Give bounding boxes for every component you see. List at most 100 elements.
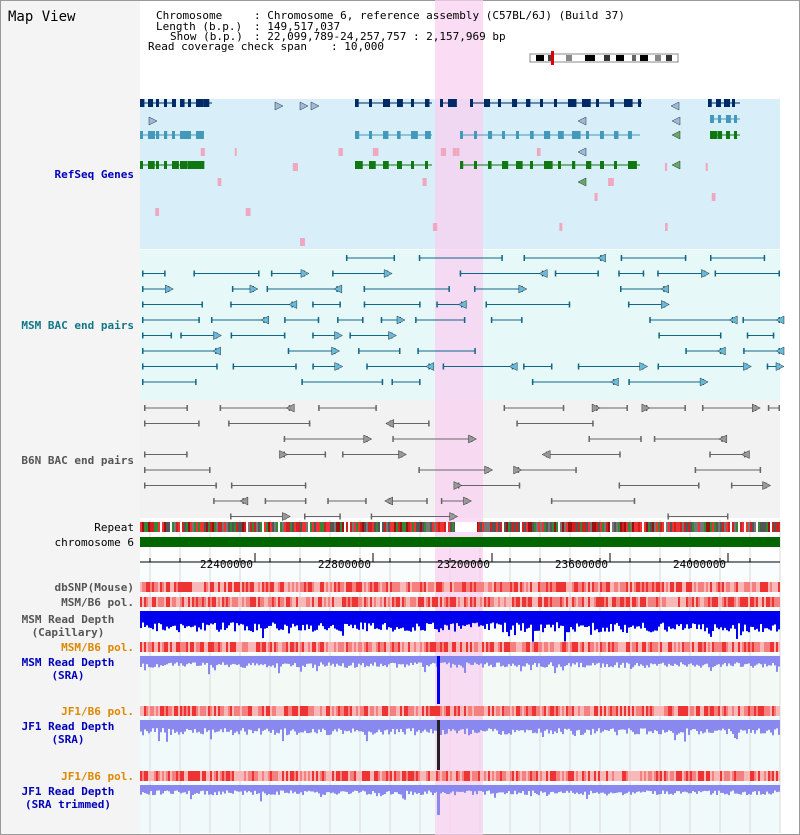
- track-label-jf1-b6-pol-2[interactable]: JF1/B6 pol.: [61, 770, 134, 783]
- msm-b6-pol-strip: [458, 597, 460, 607]
- msm-b6-pol-strip: [472, 597, 474, 607]
- track-label-msm-b6-pol-1[interactable]: MSM/B6 pol.: [61, 596, 134, 609]
- track-label-jf1-b6-pol-1[interactable]: JF1/B6 pol.: [61, 705, 134, 718]
- jf1-b6-pol-strip: [540, 771, 542, 781]
- msm-b6-pol-strip: [376, 642, 378, 652]
- dbsnp-strip: [302, 582, 304, 592]
- msm-depth-capillary-bar: [662, 611, 664, 623]
- jf1-depth-trimmed-bar: [764, 785, 766, 795]
- repeat-block: [500, 522, 502, 532]
- dbsnp-strip: [594, 582, 596, 592]
- msm-b6-pol-strip: [150, 642, 152, 652]
- msm-depth-capillary-bar: [748, 611, 750, 633]
- msm-bac-end: [363, 286, 366, 292]
- jf1-b6-pol-strip: [248, 706, 250, 716]
- dbsnp-strip: [690, 582, 692, 592]
- msm-b6-pol-strip: [576, 642, 578, 652]
- track-label-msm-b6-pol-2[interactable]: MSM/B6 pol.: [61, 641, 134, 654]
- dbsnp-strip: [294, 582, 296, 592]
- jf1-depth-sra-bar: [640, 720, 642, 729]
- msm-b6-pol-strip: [476, 642, 478, 652]
- jf1-b6-pol-strip: [410, 771, 412, 781]
- msm-b6-pol-strip: [718, 597, 720, 607]
- jf1-depth-trimmed-bar: [394, 785, 396, 793]
- jf1-depth-trimmed-bar: [516, 785, 518, 795]
- jf1-b6-pol-strip: [448, 771, 450, 781]
- track-label-jf1-depth-trimmed[interactable]: JF1 Read Depth (SRA trimmed): [21, 785, 115, 811]
- jf1-depth-trimmed-bar: [446, 785, 448, 795]
- msm-b6-pol-strip: [476, 597, 478, 607]
- dbsnp-strip: [284, 582, 286, 592]
- repeat-block: [374, 522, 376, 532]
- jf1-b6-pol-strip: [616, 706, 618, 716]
- dbsnp-strip: [694, 582, 696, 592]
- msm-b6-pol-strip: [160, 642, 162, 652]
- track-label-b6n-bac[interactable]: B6N BAC end pairs: [21, 454, 134, 467]
- jf1-b6-pol-strip: [690, 706, 692, 716]
- gene-exon: [628, 161, 637, 169]
- jf1-b6-pol-strip: [734, 771, 736, 781]
- msm-depth-sra-bar: [246, 656, 248, 666]
- msm-b6-pol-strip: [170, 642, 172, 652]
- msm-b6-pol-strip: [422, 642, 424, 652]
- msm-depth-sra-bar: [356, 656, 358, 668]
- msm-depth-capillary-bar: [250, 611, 252, 631]
- track-label-jf1-depth-sra[interactable]: JF1 Read Depth (SRA): [21, 720, 115, 746]
- msm-b6-pol-strip: [552, 642, 554, 652]
- jf1-depth-sra-bar: [142, 720, 144, 736]
- dbsnp-strip: [152, 582, 154, 592]
- track-label-msm-depth-capillary[interactable]: MSM Read Depth (Capillary): [21, 613, 115, 639]
- msm-depth-sra-bar: [710, 656, 712, 671]
- jf1-depth-trimmed-bar: [524, 785, 526, 795]
- jf1-b6-pol-strip: [440, 706, 442, 716]
- jf1-depth-sra-bar: [150, 720, 152, 732]
- msm-depth-capillary-bar: [510, 611, 512, 630]
- msm-depth-sra-bar: [428, 656, 430, 667]
- jf1-depth-sra-bar: [382, 720, 384, 735]
- msm-depth-capillary-bar: [274, 611, 276, 624]
- repeat-block: [706, 522, 708, 532]
- msm-depth-capillary-bar: [752, 611, 754, 627]
- msm-depth-sra-bar: [346, 656, 348, 668]
- msm-b6-pol-strip: [274, 597, 276, 607]
- repeat-block: [440, 522, 442, 532]
- jf1-b6-pol-strip: [714, 771, 716, 781]
- msm-bac-end: [642, 270, 645, 277]
- msm-b6-pol-strip: [266, 642, 268, 652]
- repeat-block: [258, 522, 260, 532]
- jf1-b6-pol-strip: [588, 771, 590, 781]
- dbsnp-strip: [478, 582, 480, 592]
- jf1-b6-pol-strip: [442, 706, 444, 716]
- jf1-b6-pol-strip: [322, 771, 324, 781]
- track-label-refseq-genes[interactable]: RefSeq Genes: [54, 168, 134, 181]
- msm-depth-sra-bar: [554, 656, 556, 674]
- b6n-bac-end: [550, 498, 553, 504]
- msm-depth-sra-bar: [702, 656, 704, 666]
- msm-b6-pol-strip: [648, 597, 650, 607]
- msm-depth-capillary-bar: [302, 611, 304, 625]
- track-label-msm-bac[interactable]: MSM BAC end pairs: [21, 319, 134, 332]
- dbsnp-strip: [144, 582, 146, 592]
- jf1-depth-sra-bar: [182, 720, 184, 735]
- repeat-block: [302, 522, 304, 532]
- track-label-dbsnp[interactable]: dbSNP(Mouse): [54, 581, 134, 594]
- msm-b6-pol-strip: [144, 597, 146, 607]
- repeat-block: [414, 522, 416, 532]
- jf1-depth-sra-bar: [368, 720, 370, 732]
- gene-exon: [544, 161, 553, 169]
- b6n-bac-end: [186, 405, 188, 411]
- msm-b6-pol-strip: [696, 597, 698, 607]
- gene-exon: [554, 99, 557, 107]
- gene-exon: [718, 131, 723, 139]
- jf1-depth-sra-bar: [694, 720, 696, 730]
- jf1-depth-sra-bar-spike: [437, 720, 440, 770]
- msm-depth-sra-bar: [150, 656, 152, 668]
- jf1-b6-pol-strip: [636, 771, 638, 781]
- jf1-depth-trimmed-bar: [500, 785, 502, 793]
- jf1-b6-pol-strip: [306, 771, 308, 781]
- msm-b6-pol-strip: [392, 642, 394, 652]
- jf1-depth-trimmed-bar: [144, 785, 146, 794]
- dbsnp-strip: [676, 582, 678, 592]
- track-label-msm-depth-sra[interactable]: MSM Read Depth (SRA): [21, 656, 115, 682]
